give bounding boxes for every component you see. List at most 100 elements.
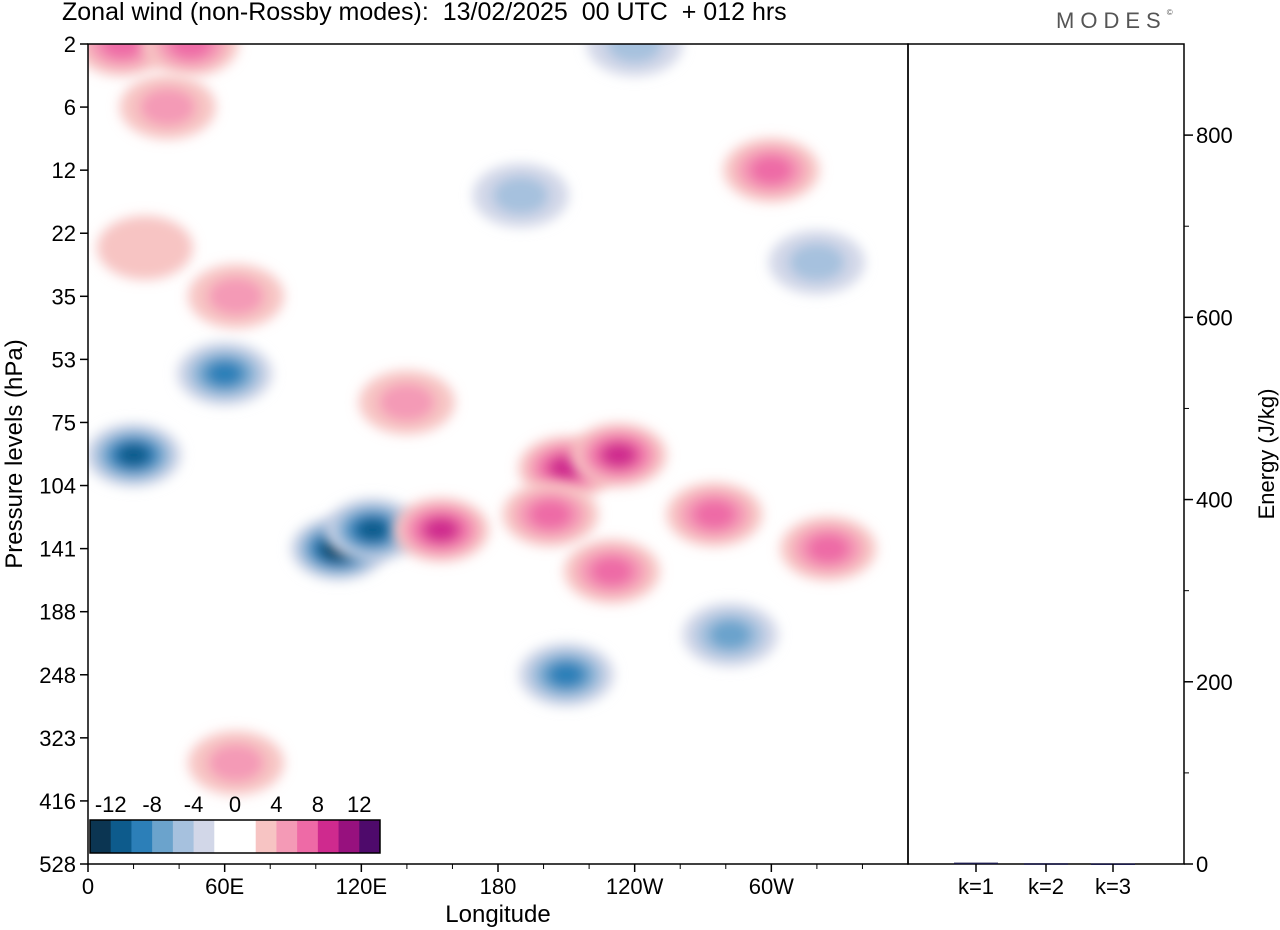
colorbar-swatch bbox=[131, 820, 153, 853]
colorbar-swatch bbox=[276, 820, 298, 853]
y-axis-label: Pressure levels (hPa) bbox=[1, 339, 28, 568]
colorbar-tick-label: -4 bbox=[184, 792, 204, 817]
energy-y-tick-label: 0 bbox=[1196, 852, 1208, 877]
colorbar-swatch bbox=[235, 820, 257, 853]
colorbar-tick-label: -12 bbox=[95, 792, 127, 817]
anomaly-level-7 bbox=[693, 499, 736, 530]
energy-y-tick-label: 800 bbox=[1196, 123, 1233, 148]
copyright-mark: © bbox=[1166, 8, 1173, 17]
anomaly-level--11 bbox=[356, 518, 389, 542]
heatmap-axes: 0 60E 120E 180 120W 60W 2 6 12 22 35 53 75 104 141 188 2… bbox=[39, 32, 863, 899]
y-tick-label: 53 bbox=[52, 347, 76, 372]
anomaly-level-9 bbox=[423, 517, 460, 543]
wind-anomaly-2 bbox=[119, 75, 216, 140]
zonal-wind-contours bbox=[88, 44, 877, 795]
y-tick-label: 75 bbox=[52, 410, 76, 435]
energy-bar-k1 bbox=[954, 862, 998, 865]
anomaly-level--9 bbox=[548, 662, 585, 688]
wind-anomaly-19 bbox=[563, 539, 660, 604]
anomaly-level-5 bbox=[208, 743, 265, 782]
energy-panel-frame bbox=[907, 43, 1185, 865]
logo-text: MODES bbox=[1056, 8, 1167, 33]
y-tick-label: 35 bbox=[52, 284, 76, 309]
wind-anomaly-6 bbox=[472, 163, 569, 228]
y-tick-label: 22 bbox=[52, 221, 76, 246]
energy-y-axis-label: Energy (J/kg) bbox=[1254, 389, 1279, 520]
x-tick-label: 120W bbox=[606, 874, 664, 899]
anomaly-level-3 bbox=[96, 215, 193, 280]
anomaly-level-5 bbox=[139, 88, 196, 127]
y-tick-label: 416 bbox=[39, 789, 76, 814]
anomaly-level--11 bbox=[117, 443, 150, 467]
anomaly-level-9 bbox=[600, 442, 637, 468]
energy-x-label: k=2 bbox=[1028, 874, 1064, 899]
wind-anomaly-10 bbox=[176, 341, 273, 406]
x-tick-label: 120E bbox=[336, 874, 387, 899]
anomaly-level--5 bbox=[788, 243, 845, 282]
colorbar-border bbox=[89, 819, 381, 854]
wind-anomaly-8 bbox=[768, 230, 865, 295]
anomaly-level-7 bbox=[100, 44, 144, 59]
wind-anomaly-20 bbox=[518, 642, 615, 707]
wind-anomaly-7 bbox=[723, 138, 820, 203]
colorbar-swatch bbox=[297, 820, 319, 853]
y-tick-label: 528 bbox=[39, 852, 76, 877]
wind-anomaly-18 bbox=[666, 482, 763, 547]
colorbar-swatch bbox=[172, 820, 195, 853]
anomaly-level-7 bbox=[529, 499, 572, 530]
energy-x-label: k=1 bbox=[958, 874, 994, 899]
x-tick-label: 60W bbox=[749, 874, 794, 899]
wind-anomaly-5 bbox=[586, 44, 683, 76]
anomaly-level--9 bbox=[206, 361, 243, 387]
colorbar-swatch bbox=[214, 820, 236, 853]
wind-anomaly-4 bbox=[188, 264, 285, 329]
wind-anomaly-17 bbox=[502, 482, 599, 547]
wind-anomaly-1 bbox=[142, 44, 239, 76]
anomaly-level--5 bbox=[606, 44, 663, 63]
colorbar-tick-label: 4 bbox=[270, 792, 282, 817]
colorbar-tick-label: -8 bbox=[142, 792, 162, 817]
colorbar-swatch bbox=[193, 820, 215, 853]
wind-anomaly-23 bbox=[780, 516, 877, 581]
wind-anomaly-16 bbox=[570, 423, 667, 488]
energy-x-label: k=3 bbox=[1095, 874, 1131, 899]
x-axis-label: Longitude bbox=[445, 901, 550, 928]
x-tick-label: 0 bbox=[82, 874, 94, 899]
wind-anomaly-22 bbox=[188, 730, 285, 795]
wind-anomaly-13 bbox=[358, 370, 455, 435]
chart-title: Zonal wind (non-Rossby modes): 13/02/202… bbox=[62, 0, 787, 26]
anomaly-level-5 bbox=[378, 383, 435, 422]
colorbar-swatch bbox=[359, 820, 381, 853]
y-tick-label: 248 bbox=[39, 663, 76, 688]
energy-axes: 0 200 400 600 800 bbox=[1184, 123, 1233, 877]
wind-anomaly-12 bbox=[324, 497, 421, 562]
energy-bars: k=1 k=2 k=3 bbox=[954, 862, 1135, 899]
anomaly-level-7 bbox=[806, 533, 850, 564]
anomaly-level--7 bbox=[709, 620, 752, 650]
colorbar-swatch bbox=[90, 820, 112, 853]
colorbar-swatch bbox=[255, 820, 277, 853]
energy-y-tick-label: 400 bbox=[1196, 488, 1233, 513]
wind-anomaly-3 bbox=[96, 215, 193, 280]
modes-logo: MODES© bbox=[1056, 8, 1173, 34]
energy-y-tick-label: 600 bbox=[1196, 305, 1233, 330]
colorbar-swatch bbox=[338, 820, 360, 853]
colorbar-swatch bbox=[110, 820, 132, 853]
x-tick-label: 180 bbox=[480, 874, 517, 899]
colorbar-swatch bbox=[152, 820, 174, 853]
anomaly-level-7 bbox=[750, 155, 793, 185]
wind-anomaly-9 bbox=[88, 423, 182, 488]
energy-y-tick-label: 200 bbox=[1196, 670, 1233, 695]
wind-anomaly-21 bbox=[682, 602, 779, 667]
anomaly-level-5 bbox=[208, 277, 265, 316]
anomaly-level-7 bbox=[169, 44, 212, 59]
x-tick-label: 60E bbox=[205, 874, 244, 899]
y-tick-label: 2 bbox=[64, 32, 76, 57]
colorbar-tick-label: 0 bbox=[229, 792, 241, 817]
y-tick-label: 6 bbox=[64, 95, 76, 120]
colorbar-tick-label: 8 bbox=[312, 792, 324, 817]
y-tick-label: 188 bbox=[39, 600, 76, 625]
anomaly-level--5 bbox=[492, 176, 549, 215]
anomaly-level-7 bbox=[590, 556, 634, 587]
colorbar-swatch bbox=[317, 820, 340, 853]
